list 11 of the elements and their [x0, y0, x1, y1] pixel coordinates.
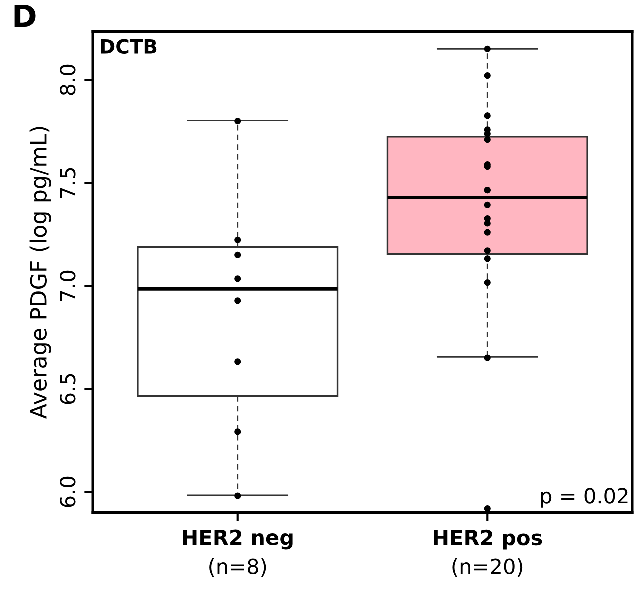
text: D	[14, 4, 36, 28]
annotation: p = 0.02	[541, 488, 628, 508]
x-tick-label: HER2 neg (n=8)	[183, 530, 293, 577]
y-tick-label: 8.0	[60, 64, 76, 96]
y-tick-label: 7.0	[60, 270, 76, 301]
y-tick-label: 6.0	[60, 476, 76, 508]
x-tick-label: HER2 pos (n=20)	[434, 530, 542, 577]
y-axis-title: Average PDGF (log pg/mL)	[30, 127, 52, 419]
chart-title: DCTB	[101, 39, 157, 54]
y-tick-label: 6.5	[60, 374, 76, 404]
y-tick-label: 7.5	[60, 168, 76, 198]
